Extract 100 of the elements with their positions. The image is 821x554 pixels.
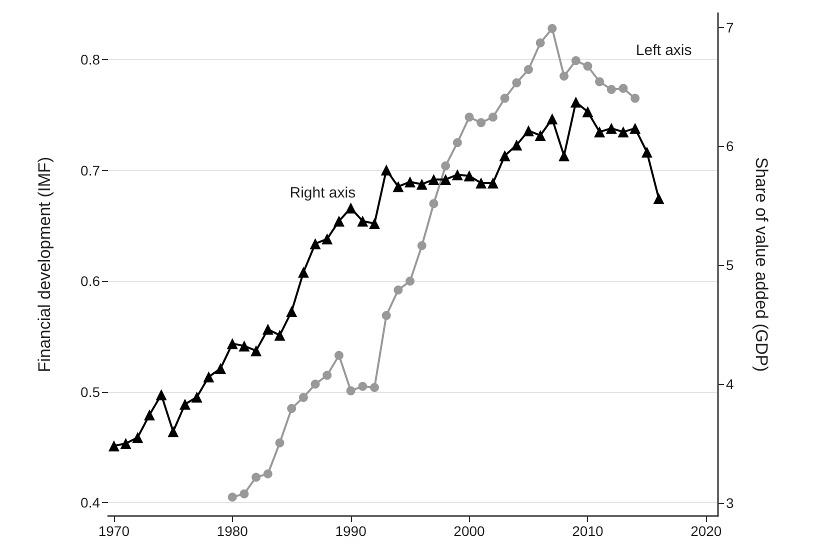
point — [464, 170, 475, 182]
point — [416, 178, 428, 190]
point — [380, 164, 392, 176]
point — [406, 276, 415, 286]
x-tick-label: 2000 — [454, 523, 486, 539]
point — [417, 241, 426, 250]
point — [275, 438, 284, 448]
point — [595, 77, 604, 86]
point — [641, 146, 652, 158]
point — [570, 96, 582, 108]
point — [630, 94, 640, 103]
point — [287, 404, 296, 414]
point — [346, 386, 356, 396]
x-tick-label: 1990 — [335, 523, 367, 539]
y-tick-label: 0.6 — [80, 273, 100, 290]
point — [488, 112, 498, 122]
point — [357, 216, 368, 227]
point — [252, 472, 261, 482]
point — [345, 202, 356, 214]
y2-axis-title: Share of value added (GDP) — [752, 157, 771, 372]
x-tick-label: 1980 — [216, 523, 248, 539]
point — [298, 392, 308, 402]
point — [382, 310, 391, 320]
point — [618, 126, 629, 138]
point — [215, 363, 226, 374]
point — [476, 118, 486, 128]
point — [618, 84, 628, 93]
point — [132, 432, 144, 444]
x-tick-label: 2020 — [690, 523, 722, 539]
point — [322, 233, 333, 244]
point — [404, 176, 416, 188]
y-tick-label: 0.4 — [80, 494, 100, 511]
point — [429, 199, 438, 208]
point — [203, 371, 214, 382]
point — [358, 382, 368, 391]
point — [630, 122, 641, 134]
point — [144, 409, 155, 420]
point — [334, 350, 344, 360]
point — [653, 193, 664, 204]
point — [524, 65, 533, 74]
point — [512, 78, 522, 88]
point — [571, 56, 580, 66]
point — [240, 489, 249, 498]
point — [226, 338, 238, 350]
x-tick-label: 1970 — [98, 523, 130, 539]
point — [487, 178, 498, 189]
point — [464, 112, 474, 122]
point — [322, 370, 332, 380]
point — [369, 218, 380, 229]
point — [452, 169, 463, 180]
point — [428, 174, 440, 185]
y2-tick-label: 5 — [726, 257, 734, 274]
annotation: Right axis — [290, 184, 356, 202]
point — [310, 238, 321, 250]
point — [534, 130, 546, 141]
point — [440, 174, 452, 185]
point — [286, 306, 298, 317]
point — [522, 125, 534, 136]
point — [476, 178, 487, 189]
point — [583, 62, 592, 71]
y-tick-label: 0.7 — [80, 162, 100, 178]
point — [156, 389, 167, 400]
point — [500, 94, 510, 103]
point — [558, 150, 570, 162]
point — [298, 266, 309, 278]
y-axis-title: Financial development (IMF) — [35, 156, 54, 372]
point — [452, 138, 462, 148]
point — [191, 392, 202, 403]
point — [108, 440, 120, 452]
point — [120, 438, 132, 449]
point — [546, 113, 558, 124]
y2-tick-label: 6 — [726, 138, 734, 154]
point — [228, 492, 237, 502]
point — [310, 380, 320, 389]
point — [536, 38, 545, 48]
y-tick-label: 0.8 — [80, 52, 100, 68]
point — [499, 150, 510, 162]
y2-tick-label: 3 — [726, 494, 734, 511]
point — [606, 122, 617, 134]
x-tick-label: 2010 — [572, 523, 604, 539]
point — [392, 181, 404, 192]
point — [274, 330, 286, 341]
point — [333, 216, 344, 227]
y-tick-label: 0.5 — [80, 384, 100, 400]
point — [560, 72, 569, 81]
point — [179, 398, 190, 410]
point — [370, 382, 380, 392]
y2-tick-label: 7 — [726, 19, 734, 36]
point — [582, 106, 594, 118]
point — [441, 161, 450, 170]
point — [168, 426, 179, 438]
point — [263, 469, 272, 478]
point — [594, 126, 606, 138]
point — [394, 285, 403, 294]
y2-tick-label: 4 — [726, 376, 734, 392]
annotation: Left axis — [636, 42, 692, 59]
point — [511, 139, 522, 150]
point — [548, 24, 557, 34]
point — [262, 324, 274, 335]
point — [238, 340, 250, 352]
